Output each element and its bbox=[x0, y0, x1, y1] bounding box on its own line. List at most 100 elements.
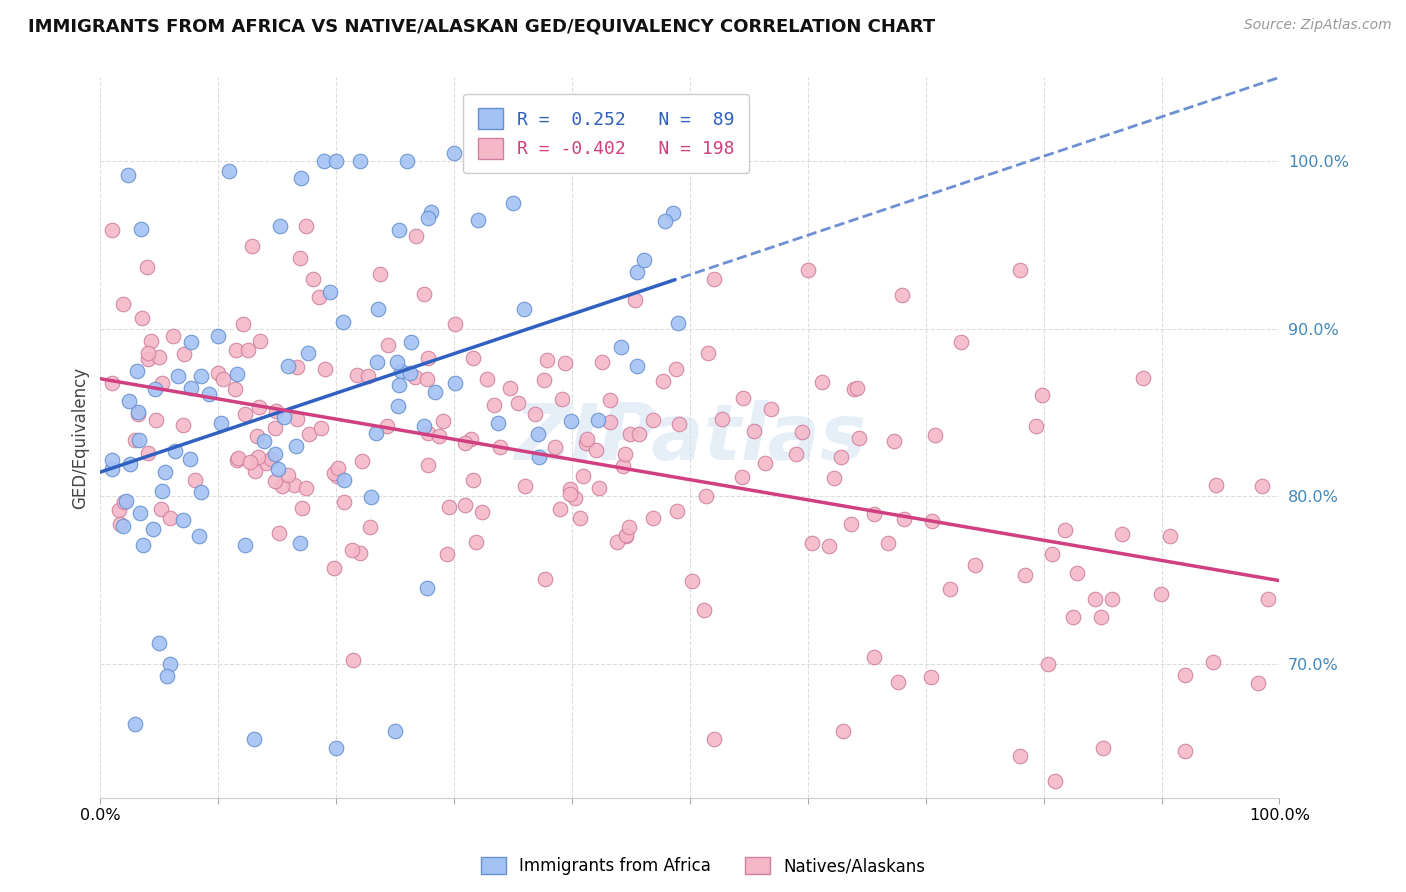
Point bbox=[564, 491, 586, 505]
Point bbox=[246, 429, 269, 443]
Point bbox=[619, 427, 641, 442]
Point bbox=[681, 574, 703, 588]
Point bbox=[665, 504, 688, 518]
Point bbox=[1111, 527, 1133, 541]
Point bbox=[1150, 587, 1173, 601]
Point bbox=[263, 447, 285, 461]
Point bbox=[340, 543, 363, 558]
Point bbox=[560, 482, 582, 496]
Point bbox=[591, 355, 613, 369]
Point bbox=[180, 334, 202, 349]
Point bbox=[513, 479, 536, 493]
Point bbox=[554, 356, 576, 370]
Point bbox=[1062, 610, 1084, 624]
Point bbox=[254, 456, 277, 470]
Point bbox=[118, 394, 141, 409]
Point bbox=[101, 452, 124, 467]
Point bbox=[416, 372, 439, 386]
Point bbox=[143, 383, 166, 397]
Point bbox=[893, 512, 915, 526]
Point bbox=[1174, 667, 1197, 681]
Point bbox=[269, 219, 291, 233]
Point bbox=[572, 469, 595, 483]
Point bbox=[291, 501, 314, 516]
Point bbox=[375, 419, 398, 434]
Point bbox=[349, 154, 371, 169]
Point bbox=[830, 450, 852, 464]
Point bbox=[614, 528, 637, 542]
Point bbox=[389, 364, 412, 378]
Point bbox=[162, 329, 184, 343]
Point bbox=[613, 447, 636, 461]
Point bbox=[759, 401, 782, 416]
Point bbox=[288, 536, 311, 550]
Point bbox=[576, 432, 599, 446]
Point bbox=[848, 431, 870, 445]
Point bbox=[443, 376, 465, 390]
Point bbox=[124, 433, 146, 447]
Point bbox=[754, 456, 776, 470]
Point bbox=[218, 164, 240, 178]
Point bbox=[377, 338, 399, 352]
Point bbox=[702, 732, 724, 747]
Point bbox=[1066, 566, 1088, 580]
Point bbox=[128, 433, 150, 447]
Point bbox=[801, 536, 824, 550]
Point bbox=[924, 427, 946, 442]
Point bbox=[413, 419, 436, 434]
Point bbox=[1247, 676, 1270, 690]
Point bbox=[253, 434, 276, 449]
Point bbox=[283, 477, 305, 491]
Point bbox=[332, 473, 354, 487]
Point bbox=[148, 350, 170, 364]
Point bbox=[641, 413, 664, 427]
Point bbox=[1084, 592, 1107, 607]
Point bbox=[810, 375, 832, 389]
Point bbox=[643, 510, 665, 524]
Point bbox=[513, 301, 536, 316]
Point bbox=[614, 529, 637, 543]
Point bbox=[138, 352, 160, 367]
Point bbox=[454, 498, 477, 512]
Point bbox=[963, 558, 986, 573]
Point bbox=[226, 450, 249, 465]
Point bbox=[247, 401, 270, 415]
Point bbox=[845, 381, 868, 395]
Point bbox=[1205, 477, 1227, 491]
Point bbox=[325, 740, 347, 755]
Point bbox=[1174, 744, 1197, 758]
Point bbox=[863, 507, 886, 521]
Point bbox=[499, 381, 522, 395]
Point bbox=[920, 670, 942, 684]
Point bbox=[662, 205, 685, 219]
Point bbox=[314, 362, 336, 376]
Point bbox=[599, 393, 621, 408]
Point bbox=[652, 374, 675, 388]
Point bbox=[454, 435, 477, 450]
Point bbox=[264, 475, 287, 489]
Point bbox=[1014, 568, 1036, 582]
Point bbox=[270, 479, 292, 493]
Point bbox=[225, 343, 247, 358]
Point bbox=[399, 366, 422, 380]
Point bbox=[666, 316, 689, 330]
Point bbox=[212, 372, 235, 386]
Point bbox=[295, 219, 318, 233]
Point bbox=[190, 369, 212, 384]
Point bbox=[290, 251, 312, 265]
Point bbox=[184, 474, 207, 488]
Point bbox=[617, 519, 640, 533]
Point bbox=[624, 293, 647, 307]
Point bbox=[159, 511, 181, 525]
Point bbox=[239, 455, 262, 469]
Point bbox=[949, 335, 972, 350]
Point bbox=[172, 417, 194, 432]
Point bbox=[385, 354, 408, 368]
Point bbox=[404, 370, 426, 384]
Point bbox=[367, 302, 389, 317]
Point bbox=[1010, 749, 1032, 764]
Point bbox=[148, 636, 170, 650]
Point bbox=[921, 514, 943, 528]
Point bbox=[131, 311, 153, 326]
Point bbox=[129, 507, 152, 521]
